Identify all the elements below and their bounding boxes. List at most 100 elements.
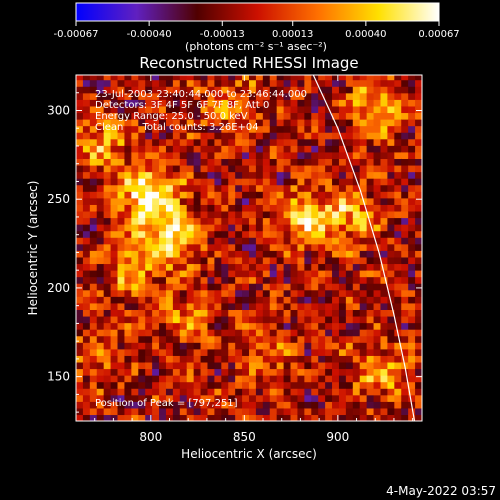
heatmap-cell — [131, 283, 139, 291]
heatmap-cell — [359, 145, 368, 153]
heatmap-cell — [110, 243, 119, 251]
heatmap-cell — [103, 138, 112, 146]
heatmap-cell — [311, 309, 319, 317]
heatmap-cell — [165, 289, 174, 297]
heatmap-cell — [159, 125, 167, 133]
heatmap-cell — [131, 407, 139, 416]
heatmap-cell — [255, 388, 264, 396]
heatmap-cell — [76, 250, 84, 258]
heatmap-cell — [290, 164, 299, 173]
heatmap-cell — [159, 401, 167, 409]
heatmap-cell — [387, 263, 395, 271]
heatmap-cell — [290, 394, 299, 402]
heatmap-cell — [110, 119, 119, 127]
heatmap-cell — [159, 204, 167, 212]
heatmap-cell — [394, 164, 402, 173]
heatmap-cell — [76, 164, 84, 173]
heatmap-cell — [228, 138, 236, 146]
heatmap-cell — [172, 79, 181, 87]
heatmap-cell — [276, 401, 285, 409]
heatmap-cell — [297, 289, 305, 297]
heatmap-cell — [415, 243, 422, 251]
heatmap-cell — [172, 270, 181, 278]
heatmap-cell — [172, 75, 181, 81]
heatmap-cell — [359, 329, 368, 337]
heatmap-cell — [269, 119, 278, 127]
heatmap-cell — [124, 112, 132, 120]
heatmap-cell — [394, 355, 402, 363]
heatmap-cell — [297, 86, 305, 94]
heatmap-cell — [117, 335, 126, 343]
heatmap-cell — [325, 407, 333, 416]
heatmap-cell — [193, 315, 202, 324]
heatmap-cell — [124, 355, 132, 363]
heatmap-cell — [96, 164, 105, 173]
heatmap-cell — [394, 401, 402, 409]
heatmap-cell — [207, 276, 215, 284]
heatmap-cell — [380, 105, 388, 114]
heatmap-cell — [221, 75, 229, 81]
heatmap-cell — [249, 243, 257, 251]
heatmap-cell — [290, 204, 299, 212]
heatmap-cell — [221, 296, 229, 304]
heatmap-cell — [214, 407, 222, 416]
heatmap-cell — [82, 302, 91, 310]
heatmap-cell — [311, 151, 319, 159]
heatmap-cell — [138, 309, 146, 317]
heatmap-cell — [235, 407, 243, 416]
heatmap-cell — [380, 138, 388, 146]
heatmap-cell — [325, 283, 333, 291]
heatmap-cell — [297, 322, 305, 330]
heatmap-cell — [338, 112, 347, 120]
heatmap-cell — [200, 79, 209, 87]
heatmap-cell — [138, 158, 146, 166]
heatmap-cell — [269, 151, 278, 159]
heatmap-cell — [387, 243, 395, 251]
heatmap-cell — [82, 112, 91, 120]
heatmap-cell — [138, 322, 146, 330]
heatmap-cell — [338, 158, 347, 166]
heatmap-cell — [138, 224, 146, 232]
heatmap-cell — [262, 289, 271, 297]
heatmap-cell — [394, 368, 402, 376]
heatmap-cell — [172, 289, 181, 297]
heatmap-cell — [297, 178, 305, 186]
heatmap-cell — [214, 270, 222, 278]
heatmap-cell — [283, 178, 292, 186]
heatmap-cell — [366, 276, 375, 284]
heatmap-cell — [235, 230, 243, 238]
heatmap-cell — [124, 381, 132, 389]
heatmap-cell — [304, 230, 312, 238]
heatmap-cell — [179, 99, 188, 107]
heatmap-cell — [221, 197, 229, 205]
heatmap-cell — [152, 355, 160, 363]
heatmap-cell — [200, 151, 209, 159]
heatmap-cell — [338, 164, 347, 173]
heatmap-cell — [207, 164, 215, 173]
heatmap-cell — [186, 368, 195, 376]
heatmap-cell — [179, 132, 188, 140]
heatmap-cell — [338, 388, 347, 396]
heatmap-cell — [325, 302, 333, 310]
heatmap-cell — [165, 250, 174, 258]
heatmap-cell — [131, 171, 139, 179]
heatmap-cell — [193, 210, 202, 219]
heatmap-cell — [179, 348, 188, 356]
heatmap-cell — [228, 401, 236, 409]
heatmap-cell — [283, 145, 292, 153]
heatmap-cell — [172, 138, 181, 146]
heatmap-cell — [89, 355, 98, 363]
heatmap-cell — [311, 361, 319, 370]
heatmap-cell — [415, 361, 422, 370]
heatmap-cell — [387, 145, 395, 153]
heatmap-cell — [96, 361, 105, 370]
heatmap-cell — [172, 250, 181, 258]
heatmap-cell — [408, 132, 416, 140]
heatmap-cell — [110, 105, 119, 114]
heatmap-cell — [228, 125, 236, 133]
heatmap-cell — [96, 105, 105, 114]
heatmap-cell — [124, 315, 132, 324]
heatmap-cell — [283, 112, 292, 120]
heatmap-cell — [262, 355, 271, 363]
heatmap-cell — [96, 335, 105, 343]
